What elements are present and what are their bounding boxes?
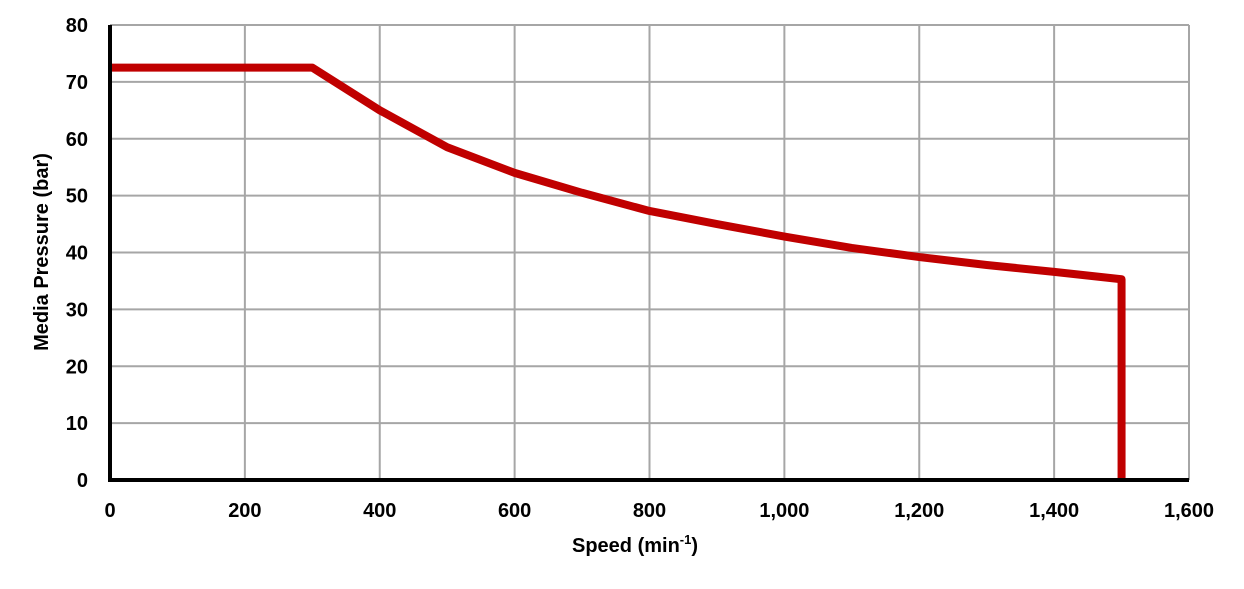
x-tick-label: 1,000	[759, 500, 809, 522]
y-tick-label: 30	[66, 299, 88, 321]
x-tick-label: 1,600	[1164, 500, 1214, 522]
y-tick-label: 40	[66, 243, 88, 265]
x-tick-label: 400	[363, 500, 396, 522]
x-tick-labels: 0 200 400 600 800 1,000 1,200 1,400 1,600	[104, 500, 1214, 522]
x-tick-label: 200	[228, 500, 261, 522]
x-axis-label: Speed (min-1)	[572, 532, 698, 557]
x-tick-label: 1,200	[894, 500, 944, 522]
y-tick-label: 50	[66, 186, 88, 208]
x-tick-label: 1,400	[1029, 500, 1079, 522]
x-axis-label-sup: -1	[680, 532, 692, 547]
y-tick-label: 80	[66, 15, 88, 37]
y-tick-label: 10	[66, 413, 88, 435]
x-tick-label: 0	[104, 500, 115, 522]
series-line	[110, 63, 1126, 480]
x-tick-label: 800	[633, 500, 666, 522]
y-tick-label: 60	[66, 129, 88, 151]
y-axis-label: Media Pressure (bar)	[31, 153, 53, 351]
y-tick-label: 0	[77, 470, 88, 492]
x-tick-label: 600	[498, 500, 531, 522]
x-axis-label-suffix: )	[691, 535, 698, 557]
y-tick-label: 20	[66, 356, 88, 378]
grid	[109, 24, 1190, 481]
y-tick-labels: 0 10 20 30 40 50 60 70 80	[66, 15, 88, 492]
axes	[108, 25, 1189, 482]
series	[110, 63, 1126, 480]
x-axis-label-main: Speed (min	[572, 535, 680, 557]
y-tick-label: 70	[66, 72, 88, 94]
